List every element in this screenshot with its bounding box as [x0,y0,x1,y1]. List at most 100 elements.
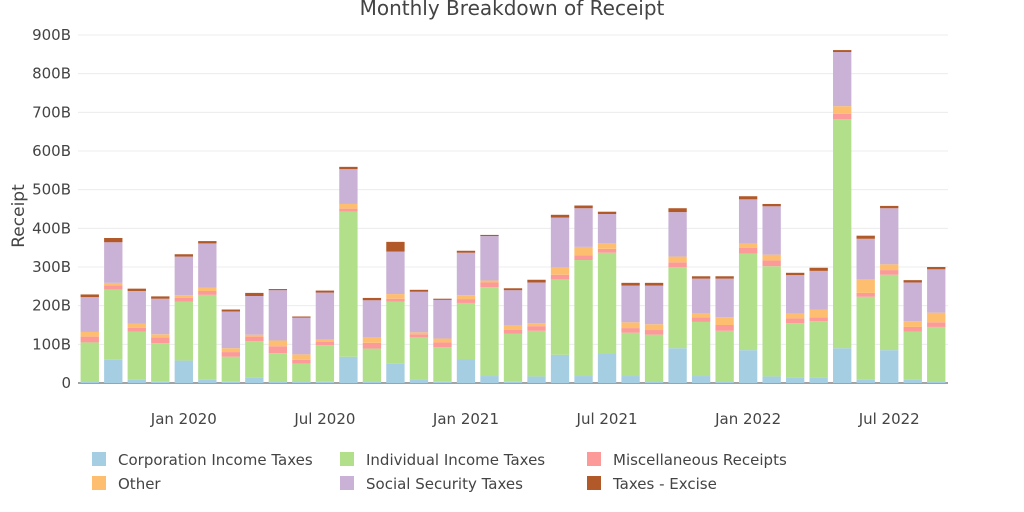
bar-segment [574,255,593,261]
bar-segment [456,252,476,296]
bar-segment [927,326,946,382]
bar-segment [644,282,664,286]
bar-segment [715,325,734,331]
bar-segment [503,288,523,291]
bar-segment [245,336,264,342]
bar-segment [597,214,617,244]
bar-segment [856,296,875,380]
bar-segment [104,289,123,360]
bar-segment [245,341,264,378]
bar-segment [339,211,358,357]
bar-segment [221,352,241,357]
bar-segment [409,379,429,383]
bar-segment [597,354,617,383]
bar-segment [80,342,99,382]
bar-segment [292,317,311,355]
bar-segment [198,379,217,383]
bar-segment [880,350,899,383]
bar-segment [198,241,217,244]
bar-segment [221,311,241,349]
bar-segment [268,381,288,383]
bar-segment [903,282,922,322]
bar-segment [127,379,146,383]
bar-segment [433,299,452,339]
bar-segment [245,334,264,337]
legend-label: Other [118,475,161,493]
bar-segment [127,327,146,332]
legend-swatch [587,452,601,466]
bar-segment [621,322,640,329]
bar-segment [715,381,734,383]
bar-segment [80,297,99,332]
bar-segment [339,356,358,383]
bar-segment [668,262,687,267]
bar-segment [268,289,288,291]
bar-segment [668,208,687,213]
bar-segment [174,254,193,257]
y-tick-label: 100B [32,335,71,353]
y-tick-label: 900B [32,26,71,44]
bar-segment [597,252,617,354]
bar-segment [104,242,123,283]
bar-segment [550,279,570,355]
bar-segment [880,274,899,351]
bar-segment [833,113,852,120]
bar-segment [833,348,852,383]
bar-segment [127,331,146,380]
legend-label: Miscellaneous Receipts [613,451,787,469]
bar-segment [292,359,311,364]
bar-segment [151,343,170,382]
bar-segment [386,298,405,302]
bar-segment [809,321,828,378]
bar-segment [198,294,217,380]
bar-segment [433,347,452,382]
bar-segment [386,363,405,383]
bar-segment [833,50,852,53]
bar-segment [644,381,664,383]
bar-segment [480,236,499,281]
x-axis-ticks: Jan 2020 Jul 2020 Jan 2021 Jul 2021 Jan 2022… [150,410,920,428]
y-tick-label: 500B [32,181,71,199]
legend-label: Taxes - Excise [612,475,717,493]
bar-segment [644,330,664,335]
bar-segment [738,196,758,200]
bar-segment [550,354,570,383]
bar-segment [691,321,711,377]
bar-segment [691,376,711,383]
bar-segment [127,323,146,328]
bar-segment [433,338,452,343]
bar-segment [809,309,828,318]
bar-segment [715,317,734,325]
bar-segment [268,346,288,354]
bar-segment [503,329,523,334]
bar-segment [221,348,241,353]
bar-segment [527,326,546,331]
bar-segment [409,291,429,333]
legend-swatch [340,476,354,490]
bar-segment [880,208,899,265]
x-tick-label: Jul 2022 [858,410,920,428]
bar-segment [362,336,382,343]
bar-segment [386,301,405,364]
bar-segment [668,348,687,383]
bar-segment [738,253,758,351]
bar-segment [409,289,429,292]
bar-segment [174,295,193,298]
bar-segment [927,267,946,270]
legend-item: Taxes - Excise [587,475,717,493]
bar-segment [927,312,946,323]
bar-segment [762,254,781,261]
bar-segment [785,272,805,276]
bar-segment [550,274,570,280]
bar-segment [762,260,781,267]
bar-segment [480,280,499,283]
bar-segment [880,205,899,209]
bar-segment [292,363,311,382]
bar-segment [456,359,476,383]
bar-segment [621,285,640,323]
bar-segment [456,295,476,300]
bar-segment [198,290,217,295]
bar-segment [762,266,781,377]
bar-segment [621,332,640,377]
